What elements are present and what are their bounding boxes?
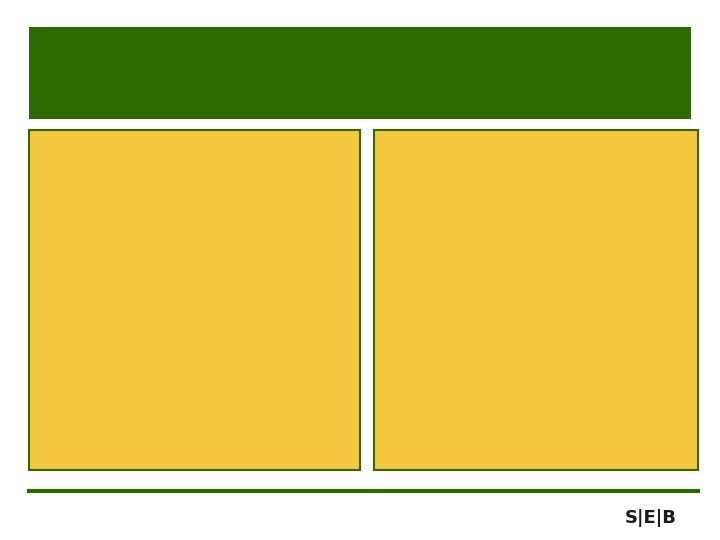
Text: 80: 80 (654, 387, 677, 402)
Text: 43: 43 (316, 190, 338, 205)
Text: 161: 161 (644, 229, 677, 244)
Text: 4.1: 4.1 (500, 426, 528, 441)
Text: Christ Dem: Christ Dem (392, 426, 493, 441)
Text: 42: 42 (316, 426, 338, 441)
Text: 82: 82 (316, 387, 338, 402)
Text: 22: 22 (654, 190, 677, 205)
Text: Centre5.2: Centre5.2 (47, 308, 136, 323)
Text: 36.6: 36.6 (155, 229, 194, 244)
Text: 45.3: 45.3 (500, 229, 540, 244)
Text: 22.2: 22.2 (500, 387, 540, 402)
Text: 7.2: 7.2 (500, 347, 528, 362)
Text: 1994: Per cent and seats: 1994: Per cent and seats (433, 152, 639, 167)
Text: THE ELECTION 1998: THE ELECTION 1998 (143, 54, 577, 92)
Text: 27: 27 (526, 308, 548, 323)
Text: SDP: SDP (392, 229, 429, 244)
Text: Greens: Greens (47, 268, 111, 284)
Text: Moderates: Moderates (392, 387, 489, 402)
Text: Liberals: Liberals (47, 347, 119, 362)
Text: 26: 26 (654, 347, 677, 362)
Text: 1998: Per cent and seats: 1998: Per cent and seats (91, 152, 298, 167)
Text: 4.7: 4.7 (155, 347, 183, 362)
Text: 5.0: 5.0 (500, 268, 528, 284)
Text: 18: 18 (194, 308, 217, 323)
Text: 14: 14 (654, 426, 677, 441)
Text: Left: Left (392, 190, 428, 205)
Text: 22.7: 22.7 (155, 387, 194, 402)
Text: 17: 17 (316, 347, 338, 362)
Text: SDP: SDP (47, 229, 84, 244)
Text: 18: 18 (654, 268, 677, 284)
Text: S|E|B: S|E|B (625, 509, 677, 528)
Text: 16: 16 (316, 268, 338, 284)
Text: Liberals: Liberals (392, 347, 464, 362)
Text: 4.4: 4.4 (155, 268, 183, 284)
Text: 12.0: 12.0 (155, 190, 194, 205)
Text: 11.8: 11.8 (155, 426, 194, 441)
Text: Centre7.5: Centre7.5 (392, 308, 482, 323)
Text: Christ Dem: Christ Dem (47, 426, 148, 441)
Text: 131: 131 (305, 229, 338, 244)
Text: Greens: Greens (392, 268, 456, 284)
Text: Left: Left (47, 190, 83, 205)
Text: 6.2: 6.2 (500, 190, 528, 205)
Text: Moderates: Moderates (47, 387, 143, 402)
